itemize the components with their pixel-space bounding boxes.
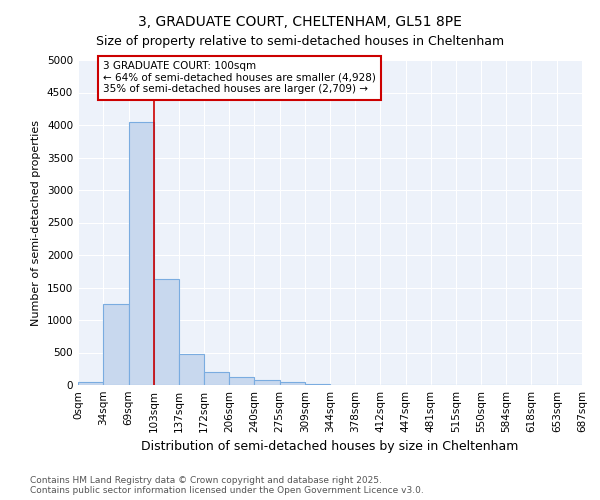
Text: Size of property relative to semi-detached houses in Cheltenham: Size of property relative to semi-detach… bbox=[96, 35, 504, 48]
Text: 3, GRADUATE COURT, CHELTENHAM, GL51 8PE: 3, GRADUATE COURT, CHELTENHAM, GL51 8PE bbox=[138, 15, 462, 29]
Bar bbox=[128, 122, 154, 385]
Y-axis label: Number of semi-detached properties: Number of semi-detached properties bbox=[31, 120, 41, 326]
Bar bbox=[78, 382, 103, 385]
Bar bbox=[305, 384, 331, 385]
Bar bbox=[280, 382, 305, 385]
Bar bbox=[179, 354, 204, 385]
Bar bbox=[103, 304, 128, 385]
Bar bbox=[154, 279, 179, 385]
Bar bbox=[204, 372, 229, 385]
X-axis label: Distribution of semi-detached houses by size in Cheltenham: Distribution of semi-detached houses by … bbox=[142, 440, 518, 454]
Text: 3 GRADUATE COURT: 100sqm
← 64% of semi-detached houses are smaller (4,928)
35% o: 3 GRADUATE COURT: 100sqm ← 64% of semi-d… bbox=[103, 62, 376, 94]
Bar bbox=[254, 380, 280, 385]
Text: Contains HM Land Registry data © Crown copyright and database right 2025.
Contai: Contains HM Land Registry data © Crown c… bbox=[30, 476, 424, 495]
Bar bbox=[229, 377, 254, 385]
